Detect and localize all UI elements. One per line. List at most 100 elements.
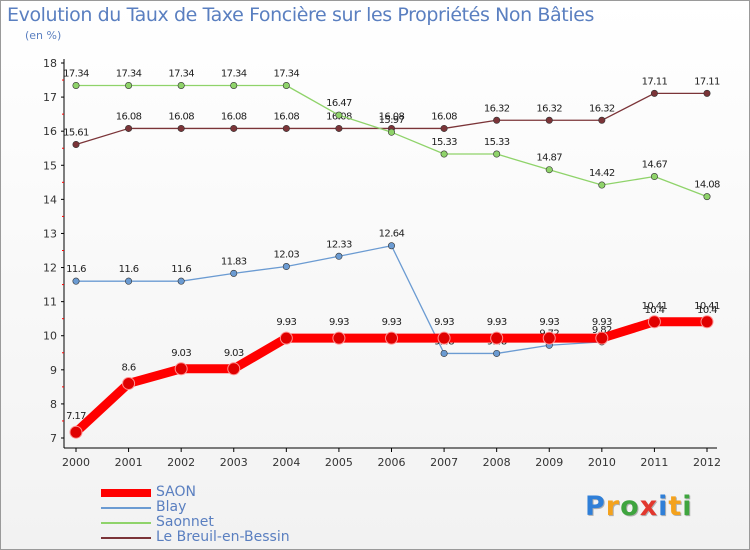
x-tick-label: 2006 — [378, 456, 406, 469]
data-point — [72, 82, 80, 90]
data-point — [545, 116, 553, 124]
x-tick-label: 2007 — [430, 456, 458, 469]
data-label: 9.93 — [434, 317, 454, 328]
x-tick-label: 2012 — [693, 456, 721, 469]
data-label: 16.32 — [484, 103, 510, 114]
proxiti-logo: Proxiti — [585, 491, 693, 522]
data-label: 16.32 — [536, 103, 562, 114]
legend-item: Blay — [101, 500, 290, 515]
data-point — [282, 124, 290, 132]
data-label: 10.41 — [642, 301, 668, 312]
data-point — [598, 116, 606, 124]
data-label: 15.61 — [63, 127, 89, 138]
data-point — [703, 89, 711, 97]
data-label: 9.03 — [224, 348, 244, 359]
data-point — [332, 331, 346, 345]
data-point — [177, 82, 185, 90]
data-label: 9.93 — [329, 317, 349, 328]
data-label: 9.93 — [592, 317, 612, 328]
y-tick-label: 17 — [43, 91, 57, 104]
series-saonnet: 17.34 17.34 17.34 17.34 17.34 16.47 15.97 15.33… — [63, 69, 721, 201]
data-label: 9.93 — [276, 317, 296, 328]
data-label: 17.34 — [63, 69, 89, 80]
data-label: 15.97 — [379, 115, 405, 126]
legend-swatch — [101, 521, 151, 524]
data-point — [493, 116, 501, 124]
x-tick-label: 2001 — [115, 456, 143, 469]
x-tick-label: 2003 — [220, 456, 248, 469]
data-point — [647, 315, 661, 329]
data-point — [282, 82, 290, 90]
legend-swatch — [101, 506, 151, 509]
logo-letter: t — [668, 491, 683, 522]
data-point — [440, 150, 448, 158]
y-tick-label: 12 — [43, 262, 57, 275]
x-tick-label: 2002 — [167, 456, 195, 469]
data-point — [125, 82, 133, 90]
y-tick-label: 8 — [50, 398, 57, 411]
y-tick-label: 16 — [43, 125, 57, 138]
logo-letter: r — [605, 491, 621, 522]
data-point — [174, 362, 188, 376]
data-label: 9.93 — [487, 317, 507, 328]
data-label: 14.42 — [589, 168, 615, 179]
data-point — [385, 331, 398, 345]
data-label: 17.11 — [642, 76, 668, 87]
data-point — [335, 252, 343, 260]
data-label: 11.6 — [171, 264, 191, 275]
data-point — [493, 150, 501, 158]
data-point — [490, 331, 504, 345]
series-saon: 7.178.69.03 9.039.93 9.93 9.93 9.93 9.93 9.93 9… — [66, 301, 721, 439]
data-point — [279, 331, 293, 345]
data-label: 8.6 — [122, 362, 136, 373]
data-label: 17.34 — [274, 69, 300, 80]
y-tick-label: 9 — [50, 364, 57, 377]
chart-legend: SAON Blay Saonnet Le Breuil-en-Bessin — [101, 485, 290, 545]
data-point — [335, 111, 343, 119]
data-label: 12.64 — [379, 229, 405, 240]
data-point — [387, 242, 395, 250]
legend-label: Blay — [156, 499, 187, 515]
data-point — [650, 89, 658, 97]
data-point — [387, 128, 395, 136]
data-point — [700, 315, 714, 329]
data-point — [177, 277, 185, 285]
x-tick-label: 2010 — [588, 456, 616, 469]
legend-item: Le Breuil-en-Bessin — [101, 530, 290, 545]
data-label: 16.08 — [116, 111, 142, 122]
logo-letter: i — [682, 491, 693, 522]
logo-letter: o — [620, 491, 640, 522]
data-label: 12.03 — [274, 250, 300, 261]
data-label: 15.33 — [431, 137, 457, 148]
y-tick-label: 10 — [43, 330, 57, 343]
x-tick-label: 2009 — [535, 456, 563, 469]
data-point — [542, 331, 556, 345]
chart-title: Evolution du Taux de Taxe Foncière sur l… — [7, 4, 595, 26]
data-label: 9.82 — [592, 325, 612, 336]
data-label: 11.6 — [119, 264, 139, 275]
data-label: 17.34 — [168, 69, 194, 80]
y-tick-label: 11 — [43, 296, 57, 309]
data-label: 17.11 — [694, 76, 720, 87]
legend-item: SAON — [101, 485, 290, 500]
legend-swatch — [101, 488, 151, 497]
legend-label: SAON — [156, 484, 196, 500]
data-label: 10.4 — [644, 305, 664, 316]
data-label: 16.08 — [221, 111, 247, 122]
legend-label: Le Breuil-en-Bessin — [156, 529, 290, 545]
logo-letter: x — [639, 491, 659, 522]
x-tick-label: 2008 — [483, 456, 511, 469]
chart-unit-label: (en %) — [25, 29, 62, 42]
data-point — [230, 82, 238, 90]
data-point — [282, 263, 290, 271]
data-label: 16.32 — [589, 103, 615, 114]
data-label: 11.83 — [221, 256, 247, 267]
data-label: 11.6 — [66, 264, 86, 275]
data-label: 7.17 — [66, 411, 86, 422]
data-label: 10.4 — [697, 305, 717, 316]
data-label: 9.93 — [539, 317, 559, 328]
data-label: 12.33 — [326, 239, 352, 250]
data-label: 10.41 — [694, 301, 720, 312]
y-tick-label: 14 — [43, 193, 57, 206]
